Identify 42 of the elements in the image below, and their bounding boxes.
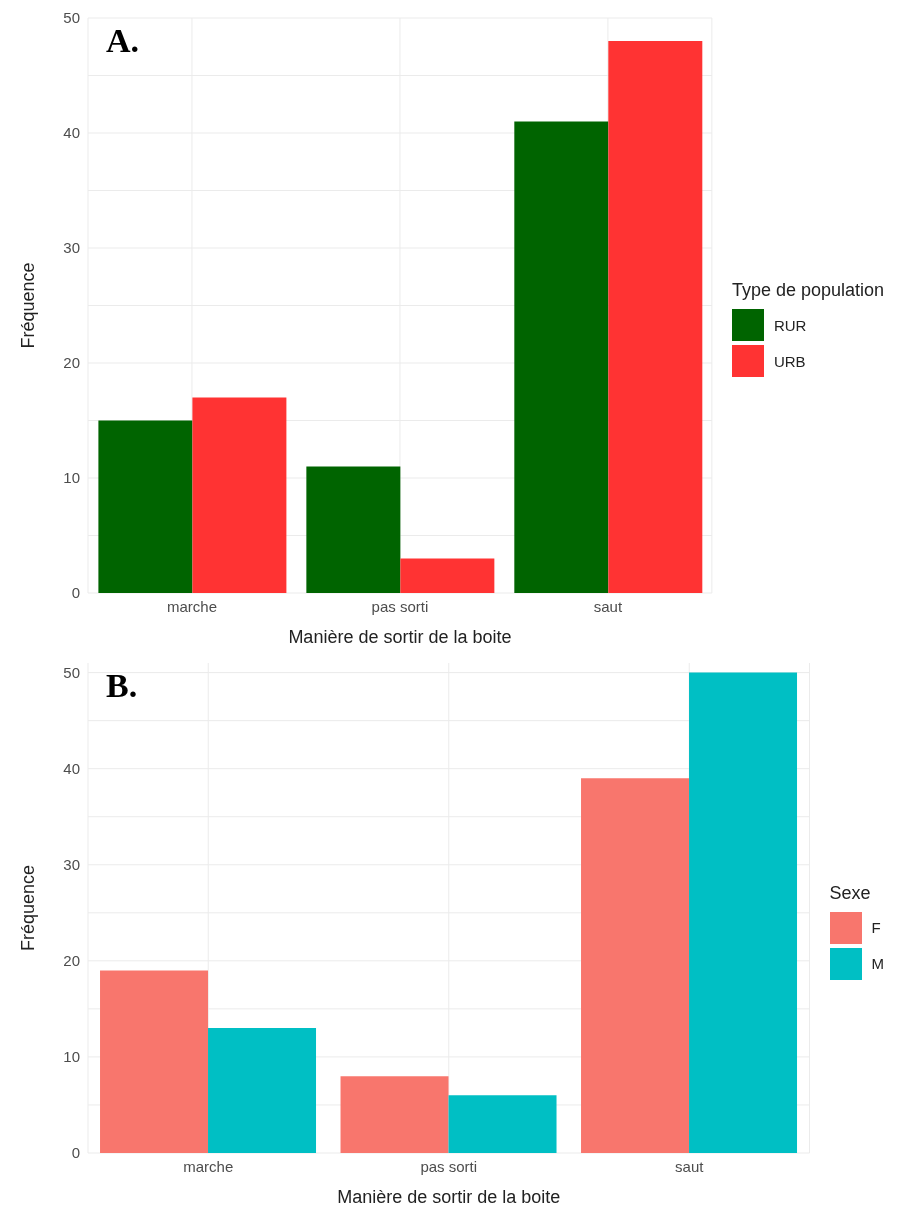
bar — [448, 1095, 557, 1153]
y-tick-label: 0 — [71, 584, 80, 602]
legend-label: URB — [773, 352, 806, 370]
bar — [689, 672, 798, 1153]
bar — [192, 397, 287, 593]
x-tick-label: saut — [675, 1157, 705, 1175]
y-axis-title: Fréquence — [18, 864, 39, 952]
x-axis-title: Manière de sortir de la boite — [288, 627, 512, 647]
x-tick-label: pas sorti — [371, 597, 429, 615]
x-tick-label: marche — [166, 597, 217, 615]
annotation: B. — [106, 667, 138, 705]
bar — [100, 970, 209, 1153]
bar — [340, 1076, 449, 1153]
bar — [608, 41, 703, 593]
bar — [98, 420, 193, 593]
bar — [306, 466, 401, 593]
bar — [400, 558, 495, 593]
bar — [581, 778, 690, 1153]
x-axis-title: Manière de sortir de la boite — [337, 1187, 561, 1207]
legend-title: Sexe — [829, 882, 872, 904]
y-tick-label: 40 — [63, 124, 80, 142]
legend-label: RUR — [773, 316, 807, 334]
bar — [514, 121, 609, 593]
y-tick-label: 10 — [63, 1048, 80, 1066]
y-axis-title: Fréquence — [18, 262, 39, 349]
y-tick-label: 0 — [71, 1144, 80, 1162]
x-tick-label: saut — [593, 597, 623, 615]
y-tick-label: 30 — [63, 239, 80, 257]
y-tick-label: 10 — [63, 469, 80, 487]
y-tick-label: 50 — [63, 663, 80, 681]
y-tick-label: 50 — [63, 9, 80, 27]
x-tick-label: pas sorti — [420, 1157, 478, 1175]
y-tick-label: 30 — [63, 856, 80, 874]
legend-label: F — [871, 919, 881, 936]
bar — [208, 1028, 317, 1153]
annotation: A. — [106, 22, 140, 60]
y-tick-label: 20 — [63, 952, 80, 970]
x-tick-label: marche — [183, 1157, 234, 1175]
legend-title: Type de population — [731, 280, 884, 301]
y-tick-label: 40 — [63, 760, 80, 778]
legend-label: M — [871, 955, 884, 972]
y-tick-label: 20 — [63, 354, 80, 372]
